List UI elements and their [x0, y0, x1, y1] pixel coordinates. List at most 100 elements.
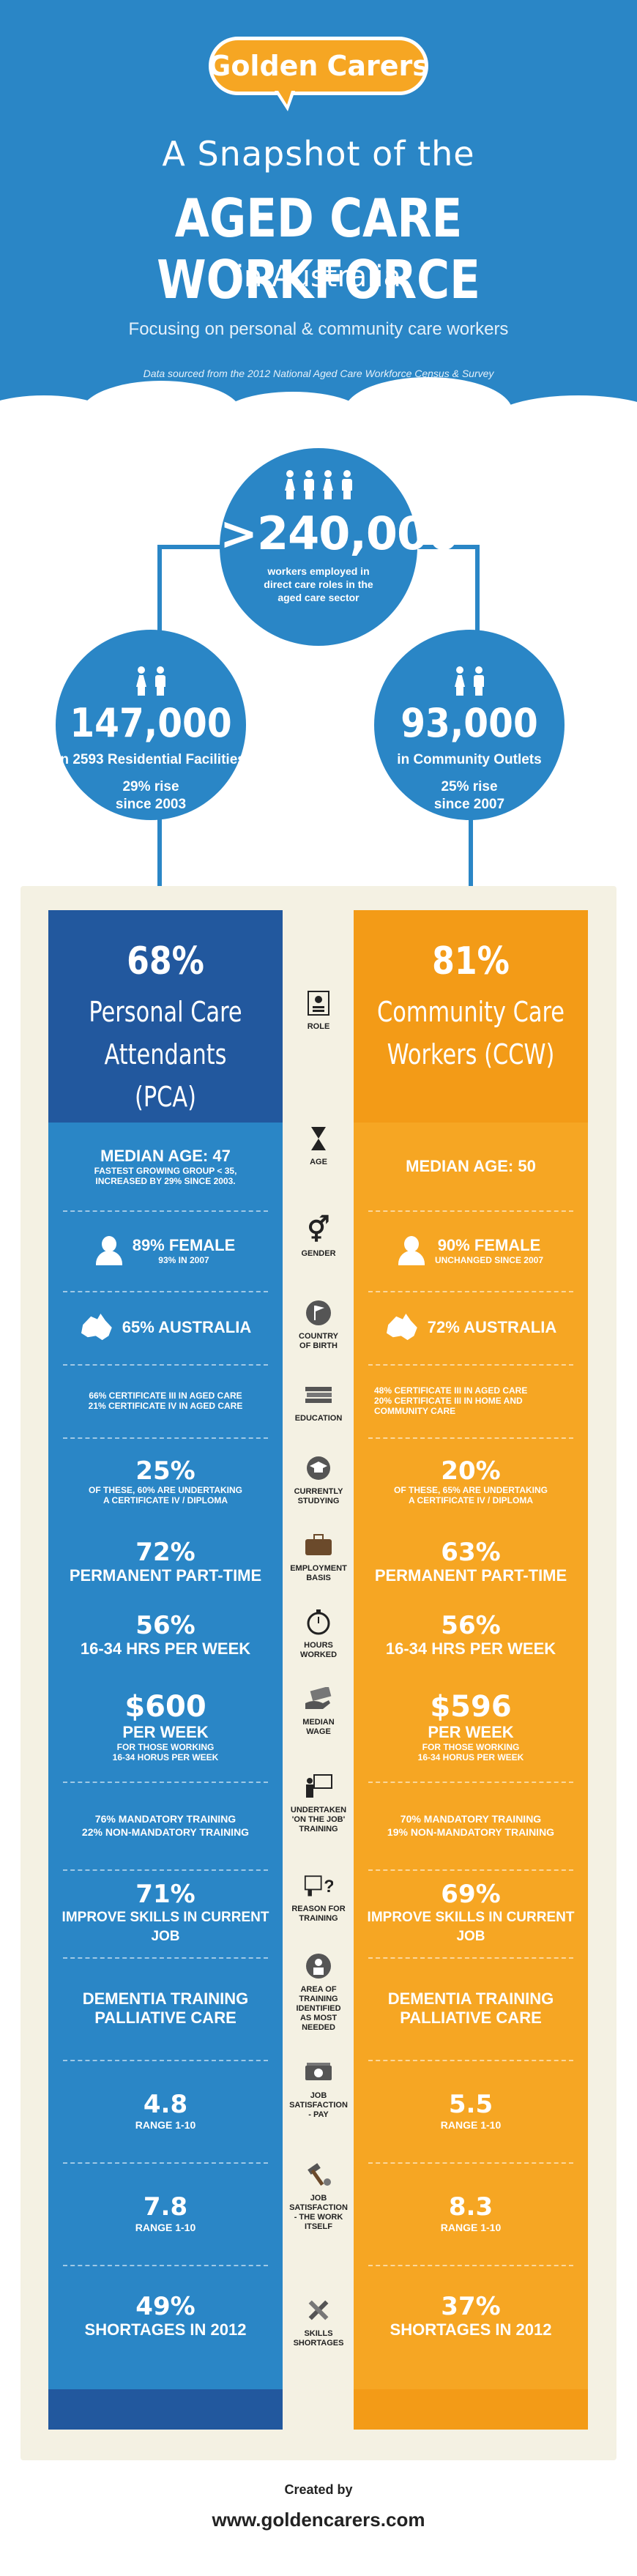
data-source-note: Data sourced from the 2012 National Aged…	[143, 368, 494, 379]
divider	[63, 1782, 268, 1783]
svg-text:?: ?	[324, 1877, 333, 1896]
residential-number: 147,000	[70, 700, 232, 746]
tools-icon	[304, 2296, 333, 2325]
pca-emp-pct: 72%	[135, 1538, 195, 1567]
ccw-female-note: UNCHANGED SINCE 2007	[434, 1255, 544, 1265]
ccw-reason: IMPROVE SKILLS IN CURRENT JOB	[367, 1910, 575, 1944]
man-icon	[154, 666, 166, 696]
label-train-text-3: TRAINING	[299, 1825, 338, 1834]
cloud-divider	[81, 381, 242, 447]
pca-wage-per: PER WEEK	[122, 1723, 209, 1741]
graduation-cap-icon	[304, 1453, 333, 1483]
ccw-area-2: PALLIATIVE CARE	[400, 2009, 542, 2027]
divider	[368, 2265, 573, 2266]
divider	[63, 1869, 268, 1871]
ccw-edu-2: 20% CERTIFICATE III IN HOME AND	[374, 1396, 523, 1406]
ccw-train-2: 19% NON-MANDATORY TRAINING	[387, 1826, 555, 1838]
pca-short-pct: 49%	[135, 2292, 195, 2321]
ccw-training: 70% MANDATORY TRAINING 19% NON-MANDATORY…	[354, 1782, 588, 1869]
pca-education: 66% CERTIFICATE III IN AGED CARE 21% CER…	[48, 1364, 283, 1437]
logo[interactable]: Golden Carers	[208, 37, 429, 95]
created-by: Created by	[284, 2482, 353, 2497]
label-gender: ⚥ GENDER	[283, 1216, 354, 1259]
title-line-2: AGED CARE WORKFORCE	[157, 187, 480, 310]
label-area-text-2: TRAINING	[299, 1995, 338, 2003]
ccw-percent: 81%	[432, 939, 510, 983]
divider	[368, 1782, 573, 1783]
pca-area: DEMENTIA TRAINING PALLIATIVE CARE	[48, 1957, 283, 2060]
people-icons	[220, 470, 417, 499]
pca-age-note-1: FASTEST GROWING GROUP < 35,	[94, 1166, 237, 1176]
pca-shortage: 49% SHORTAGES IN 2012	[48, 2265, 283, 2367]
pca-percent: 68%	[127, 939, 204, 983]
subtitle: Focusing on personal & community care wo…	[128, 319, 509, 339]
ccw-reason: 69% IMPROVE SKILLS IN CURRENT JOB	[354, 1869, 588, 1957]
label-age: AGE	[283, 1124, 354, 1167]
label-role-text: ROLE	[307, 1022, 330, 1031]
australia-map-icon	[81, 1314, 112, 1341]
label-gender-text: GENDER	[301, 1249, 336, 1258]
ccw-emp-pct: 63%	[441, 1538, 501, 1567]
label-area-text-4: AS MOST	[299, 2014, 338, 2022]
woman-icon	[284, 470, 296, 499]
pca-pay-range: RANGE 1-10	[135, 2119, 196, 2131]
website-link[interactable]: www.goldencarers.com	[212, 2509, 425, 2531]
label-emp-text-2: BASIS	[306, 1574, 331, 1582]
pca-title-2: Attendants (PCA)	[104, 1038, 227, 1113]
ccw-work: 8.3 RANGE 1-10	[354, 2162, 588, 2265]
divider	[368, 1291, 573, 1292]
label-shortage: SKILLS SHORTAGES	[283, 2296, 354, 2348]
label-hrs-text-1: HOURS	[304, 1641, 333, 1650]
money-hand-icon	[304, 1684, 333, 1713]
pca-female-note: 93% IN 2007	[158, 1255, 209, 1265]
divider	[368, 1437, 573, 1439]
total-number: >240,000	[220, 507, 459, 560]
label-age-text: AGE	[310, 1158, 327, 1166]
title-line-3: in Australia	[235, 260, 402, 294]
pca-edu-1: 66% CERTIFICATE III IN AGED CARE	[89, 1391, 242, 1401]
divider	[63, 1437, 268, 1439]
man-icon	[341, 470, 353, 499]
ccw-gender: 90% FEMALE UNCHANGED SINCE 2007	[354, 1210, 588, 1291]
cloud-divider	[344, 377, 513, 447]
ccw-short: SHORTAGES IN 2012	[390, 2320, 552, 2339]
pca-train-2: 22% NON-MANDATORY TRAINING	[81, 1826, 250, 1838]
ccw-wage-note-2: 16-34 HORUS PER WEEK	[417, 1752, 524, 1762]
ccw-study-note-2: A CERTIFICATE IV / DIPLOMA	[409, 1495, 533, 1505]
divider	[368, 1364, 573, 1366]
ccw-pay-range: RANGE 1-10	[440, 2119, 502, 2131]
label-pay-text-2: SATISFACTION	[289, 2101, 348, 2110]
connector-line	[469, 813, 473, 915]
pca-area-2: PALLIATIVE CARE	[94, 2009, 236, 2027]
label-work-text-2: SATISFACTION	[289, 2203, 348, 2212]
ccw-edu-3: COMMUNITY CARE	[374, 1406, 456, 1416]
label-short-text-2: SHORTAGES	[293, 2339, 344, 2348]
logo-tail-inner	[278, 91, 291, 105]
stopwatch-icon	[304, 1607, 333, 1637]
ccw-emp: PERMANENT PART-TIME	[374, 1566, 567, 1585]
ccw-wage: $596 PER WEEK FOR THOSE WORKING 16-34 HO…	[354, 1672, 588, 1782]
divider	[63, 2162, 268, 2164]
ccw-footer	[354, 2389, 588, 2430]
divider	[63, 1291, 268, 1292]
residential-circle: 147,000 in 2593 Residential Facilities 2…	[56, 630, 246, 820]
people-icons	[56, 666, 246, 696]
ccw-birth-value: 72% AUSTRALIA	[427, 1318, 557, 1336]
logo-golden: Golden	[208, 50, 318, 82]
label-reason-text-2: TRAINING	[299, 1914, 338, 1923]
total-workers-circle: >240,000 workers employed in direct care…	[220, 448, 459, 646]
pca-header: 68% Personal Care Attendants (PCA)	[48, 910, 283, 1123]
ccw-study-pct: 20%	[441, 1456, 501, 1486]
female-icon	[95, 1236, 122, 1265]
ccw-female: 90% FEMALE	[437, 1236, 541, 1254]
pca-studying: 25% OF THESE, 60% ARE UNDERTAKING A CERT…	[48, 1437, 283, 1525]
logo-carers: Carers	[327, 50, 429, 82]
banknote-icon	[304, 2058, 333, 2087]
woman-icon	[322, 470, 334, 499]
hourglass-icon	[304, 1124, 333, 1153]
pca-hours: 56% 16-34 HRS PER WEEK	[48, 1598, 283, 1672]
label-pay: JOB SATISFACTION - PAY	[283, 2058, 354, 2120]
pca-female: 89% FEMALE	[132, 1236, 236, 1254]
label-hours: HOURS WORKED	[283, 1607, 354, 1660]
pca-reason: IMPROVE SKILLS IN CURRENT JOB	[62, 1910, 269, 1944]
